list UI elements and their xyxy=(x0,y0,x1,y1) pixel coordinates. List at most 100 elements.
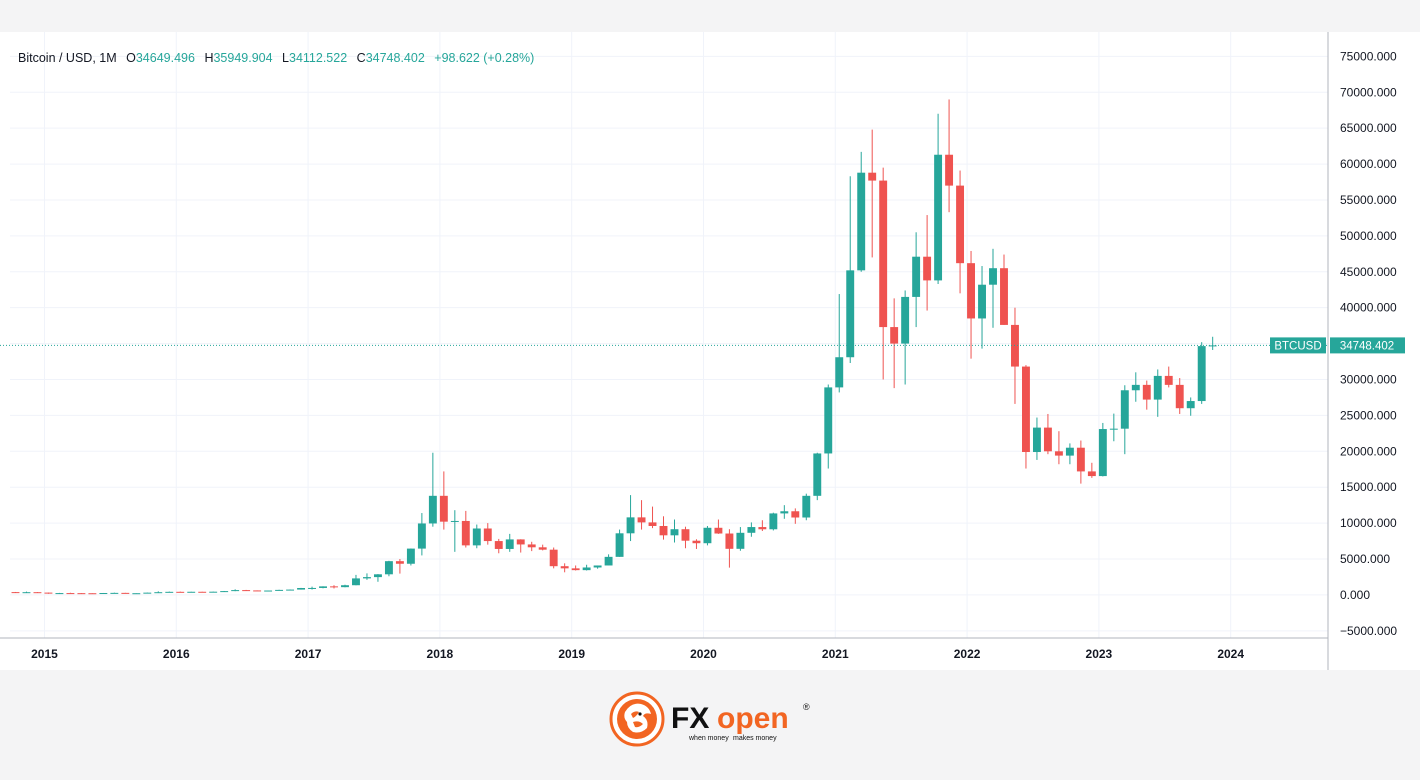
candle-body xyxy=(165,591,174,593)
x-tick-label: 2020 xyxy=(690,647,717,661)
candle-body xyxy=(187,591,196,593)
x-tick-label: 2022 xyxy=(954,647,981,661)
candle-body xyxy=(1087,471,1096,477)
candle-body xyxy=(505,539,514,549)
candle-body xyxy=(714,527,723,534)
candle xyxy=(1011,307,1019,404)
candle-body xyxy=(154,592,163,594)
candle-body xyxy=(11,592,20,594)
candle xyxy=(604,554,613,566)
candle xyxy=(1087,462,1096,478)
candle-body xyxy=(835,357,844,388)
candle xyxy=(505,533,514,552)
candle-body xyxy=(670,529,679,536)
candle xyxy=(549,547,558,569)
x-tick-label: 2015 xyxy=(31,647,58,661)
candle-body xyxy=(1197,346,1206,402)
candle xyxy=(231,589,240,592)
candle xyxy=(890,298,899,389)
candle xyxy=(538,544,547,551)
candle xyxy=(472,524,481,549)
candle xyxy=(132,593,141,595)
registered-mark: ® xyxy=(803,702,810,712)
low-label: L xyxy=(282,51,289,65)
candle xyxy=(736,527,745,551)
candle-body xyxy=(857,172,866,271)
candle-body xyxy=(44,592,53,594)
candle xyxy=(989,248,997,328)
candle xyxy=(1109,413,1118,442)
last-price-layer: BTCUSD 34748.402 xyxy=(0,337,1405,354)
y-tick-label: 30000.000 xyxy=(1340,372,1397,386)
candle-body xyxy=(626,517,635,534)
candle xyxy=(242,589,251,592)
candle-body xyxy=(912,256,921,297)
candle-body xyxy=(1186,401,1195,409)
candle xyxy=(286,589,295,591)
candle-body xyxy=(319,586,327,588)
candle-body xyxy=(275,589,284,591)
candle xyxy=(1186,397,1195,416)
candle xyxy=(571,565,580,571)
candle-body xyxy=(209,591,218,593)
candle-body xyxy=(659,525,668,536)
candle xyxy=(978,266,986,349)
candle xyxy=(1131,372,1140,402)
candle xyxy=(560,563,569,573)
candle xyxy=(165,591,174,593)
candle xyxy=(198,591,207,593)
candle xyxy=(66,592,75,595)
candle xyxy=(1164,366,1173,388)
candle xyxy=(220,590,229,593)
candle-body xyxy=(286,589,295,591)
candle xyxy=(703,525,712,546)
candle-body xyxy=(681,529,690,541)
brand-logo[interactable]: FX open ® when money makes money xyxy=(609,690,819,750)
candle xyxy=(363,573,371,580)
candle-body xyxy=(110,592,119,594)
candle xyxy=(450,510,459,552)
candle-body xyxy=(439,495,448,522)
symbol-tag-bg xyxy=(1270,337,1326,354)
candle-body xyxy=(1076,447,1085,472)
candle-body xyxy=(450,520,459,522)
candle-body xyxy=(747,527,756,533)
x-tick-label: 2019 xyxy=(558,647,585,661)
candle xyxy=(1054,431,1063,465)
candle xyxy=(626,495,635,542)
candle-body xyxy=(417,523,426,549)
candle-body xyxy=(472,528,481,546)
candle xyxy=(176,591,185,593)
candle-body xyxy=(1065,447,1074,456)
candle-body xyxy=(890,327,899,344)
candle xyxy=(384,560,393,577)
candle xyxy=(373,574,382,582)
candle xyxy=(209,591,218,593)
candle xyxy=(33,592,42,594)
y-tick-label: 70000.000 xyxy=(1340,85,1397,99)
candle-body xyxy=(637,517,646,523)
candle-body xyxy=(88,593,97,595)
high-value: 35949.904 xyxy=(213,51,273,65)
chart-canvas[interactable]: −5000.000 0.000 5000.000 10000.000 15000.000… xyxy=(0,32,1420,670)
candle-body xyxy=(538,547,547,550)
y-tick-label: 15000.000 xyxy=(1340,480,1397,494)
candle-body xyxy=(802,495,811,518)
candle-body xyxy=(1054,451,1063,456)
candle xyxy=(1000,254,1008,325)
candle xyxy=(670,519,679,543)
candle-body xyxy=(1164,375,1173,385)
candle-body xyxy=(352,578,360,586)
price-tag-bg xyxy=(1330,337,1405,354)
candle-body xyxy=(648,522,657,526)
lion-head-logo-icon xyxy=(609,691,665,747)
candle xyxy=(1153,369,1162,417)
close-label: C xyxy=(356,51,366,65)
chart-panel[interactable]: −5000.000 0.000 5000.000 10000.000 15000.000… xyxy=(0,32,1420,670)
candle xyxy=(725,529,734,568)
candle-body xyxy=(769,513,778,530)
candle-body xyxy=(560,566,569,569)
candle xyxy=(264,590,273,592)
candle-body xyxy=(66,593,75,595)
close-value: 34748.402 xyxy=(365,51,425,65)
